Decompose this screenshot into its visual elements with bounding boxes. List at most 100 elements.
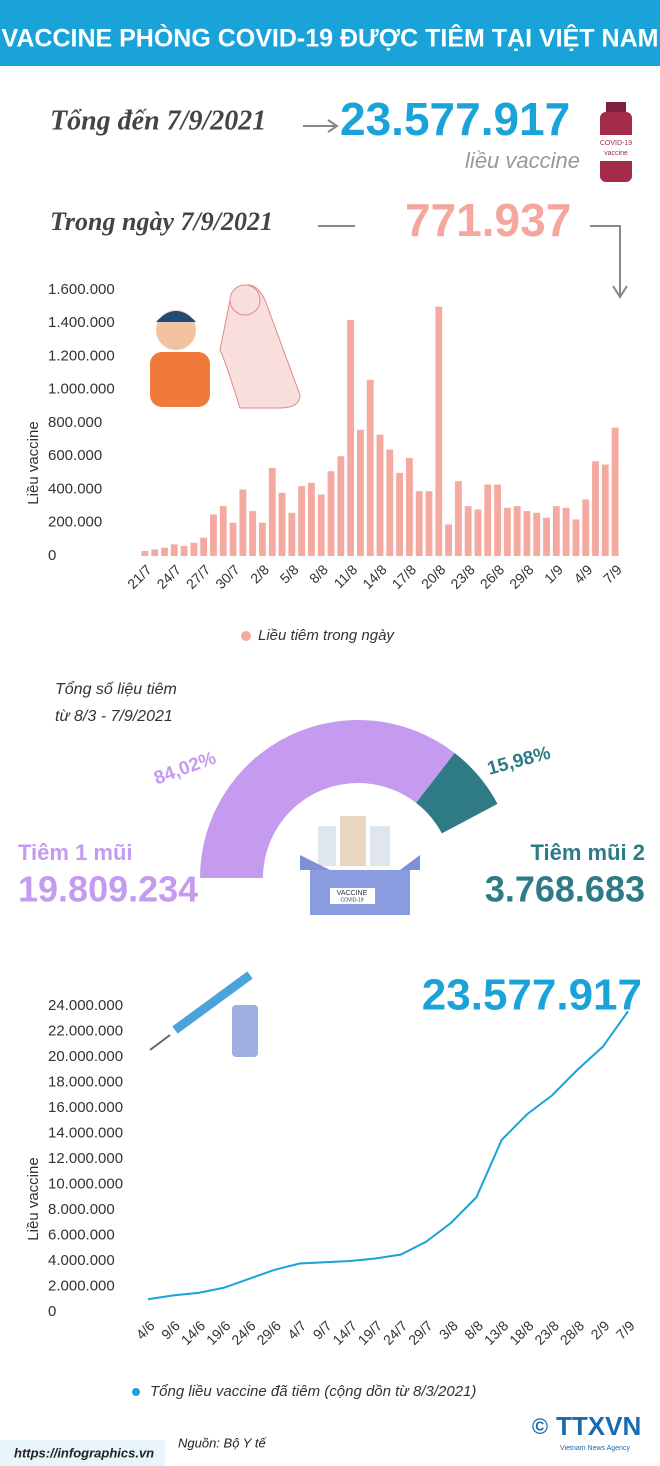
y-tick-label: 10.000.000: [48, 1175, 123, 1192]
x-tick-label: 19/7: [355, 1317, 386, 1348]
bar: [229, 522, 237, 556]
bar: [592, 461, 599, 556]
x-tick-label: 30/7: [212, 561, 243, 592]
total-value: 23.577.917: [340, 93, 570, 145]
bar: [366, 379, 374, 556]
x-tick-label: 23/8: [447, 561, 478, 592]
y-tick-label: 1.600.000: [48, 281, 115, 298]
x-tick-label: 17/8: [389, 561, 420, 592]
x-tick-label: 2/9: [587, 1317, 612, 1342]
footer-source: Nguồn: Bộ Y tế: [178, 1435, 266, 1450]
bar: [572, 519, 580, 556]
x-tick-label: 14/8: [359, 561, 390, 592]
bar: [180, 546, 188, 556]
pie-subtitle: từ 8/3 - 7/9/2021: [55, 708, 173, 725]
category-label: Tiêm 1 mũi: [18, 840, 133, 865]
x-tick-label: 23/8: [531, 1317, 562, 1348]
arrow: [303, 119, 339, 133]
line: [147, 1010, 629, 1301]
legend-label: Liều tiêm trong ngày: [258, 627, 395, 644]
bar: [288, 512, 296, 556]
bar: [327, 471, 335, 556]
box-illustration: VACCINE COVID-19: [300, 816, 420, 915]
x-tick-label: 4/6: [133, 1317, 158, 1342]
arrow: [590, 225, 628, 299]
x-tick-label: 28/8: [557, 1317, 588, 1348]
bar: [347, 319, 355, 556]
x-tick-label: 3/8: [436, 1317, 461, 1342]
y-tick-label: 22.000.000: [48, 1022, 123, 1039]
bar: [513, 506, 521, 556]
y-tick-label: 20.000.000: [48, 1048, 123, 1065]
bar: [582, 499, 590, 556]
x-tick-label: 7/9: [600, 561, 625, 586]
footer-bar: [0, 1440, 165, 1466]
bar: [543, 517, 550, 556]
total-label: Tổng đến 7/9/2021: [50, 105, 266, 136]
x-tick-label: 26/8: [477, 561, 508, 592]
x-tick-label: 24/6: [228, 1317, 259, 1348]
x-tick-label: 27/7: [183, 561, 214, 592]
arc-segment: [416, 753, 498, 834]
y-tick-label: 14.000.000: [48, 1124, 123, 1141]
y-tick-label: 0: [48, 1303, 56, 1320]
y-tick-label: 200.000: [48, 514, 102, 531]
bar: [611, 427, 619, 556]
x-tick-label: 4/9: [570, 561, 595, 586]
pie-title: Tổng số liệu tiêm: [55, 680, 177, 698]
x-tick-label: 18/8: [506, 1317, 537, 1348]
amount: 3.768.683: [485, 869, 645, 910]
y-tick-label: 800.000: [48, 414, 102, 431]
bar: [445, 524, 452, 556]
bar: [523, 511, 531, 556]
bar: [435, 306, 443, 556]
bar: [503, 507, 511, 556]
bar: [454, 481, 462, 556]
total-unit: liều vaccine: [465, 148, 580, 173]
bar: [562, 507, 570, 556]
bar: [219, 506, 227, 556]
syringe-illustration: [149, 971, 258, 1057]
y-tick-label: 2.000.000: [48, 1277, 115, 1294]
day-value: 771.937: [405, 194, 571, 246]
x-tick-label: 5/8: [276, 561, 301, 586]
box-sub: COVID-19: [340, 897, 363, 903]
y-tick-label: 12.000.000: [48, 1150, 123, 1167]
y-tick-label: 0: [48, 547, 56, 564]
y-tick-label: 6.000.000: [48, 1226, 115, 1243]
bar: [464, 506, 472, 556]
y-tick-label: 24.000.000: [48, 997, 123, 1014]
x-tick-label: 14/6: [178, 1317, 209, 1348]
x-tick-label: 14/7: [329, 1317, 360, 1348]
bar: [200, 537, 208, 556]
bar: [533, 512, 541, 556]
y-axis-label: Liều vaccine: [25, 421, 42, 504]
y-tick-label: 18.000.000: [48, 1073, 123, 1090]
header-bar: [0, 0, 660, 66]
bar: [161, 547, 168, 556]
vial-sub: vaccine: [604, 150, 628, 157]
bar: [317, 494, 325, 556]
bar: [308, 482, 315, 556]
x-tick-label: 2/8: [247, 561, 272, 586]
amount: 19.809.234: [18, 869, 198, 910]
y-tick-label: 400.000: [48, 480, 102, 497]
bar: [249, 511, 257, 556]
y-tick-label: 1.200.000: [48, 347, 115, 364]
x-tick-label: 1/9: [541, 561, 566, 586]
value-label: 84,02%: [151, 748, 219, 790]
x-tick-label: 24/7: [153, 561, 184, 592]
bar: [141, 551, 149, 556]
legend-marker: [132, 1388, 140, 1396]
copyright: ©: [532, 1414, 548, 1439]
legend-marker: [241, 631, 251, 641]
logo-sub: Vietnam News Agency: [560, 1445, 630, 1452]
doctor-illustration: [150, 284, 301, 409]
arc-segment: [200, 720, 455, 878]
bar: [356, 429, 364, 556]
title: VACCINE PHÒNG COVID-19 ĐƯỢC TIÊM TẠI VIỆ…: [2, 23, 659, 53]
bar: [190, 542, 198, 556]
x-tick-label: 29/8: [506, 561, 537, 592]
y-tick-label: 600.000: [48, 447, 102, 464]
